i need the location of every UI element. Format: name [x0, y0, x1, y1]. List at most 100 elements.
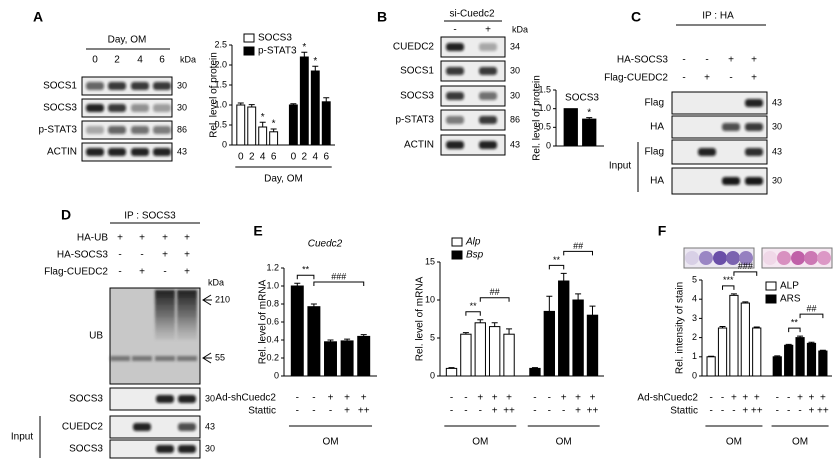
band: [108, 82, 126, 90]
treatment-sign: ++: [817, 406, 829, 417]
band: [153, 148, 171, 156]
well: [726, 251, 740, 265]
y-tick-label: 0.6: [266, 316, 279, 326]
blot-row-label: SOCS1: [400, 66, 434, 77]
band: [86, 82, 104, 90]
panel-letter: A: [33, 9, 43, 25]
marker-arrow: [202, 352, 212, 364]
group-label: OM: [726, 437, 742, 448]
error-bar: [344, 338, 351, 341]
ub-smear: [155, 290, 175, 340]
error-bar: [294, 282, 301, 286]
blot-row-label: SOCS3: [69, 394, 103, 405]
treatment-label: Stattic: [248, 406, 276, 417]
blot-row-label: HA: [650, 122, 664, 133]
well: [685, 251, 699, 265]
band: [446, 43, 464, 51]
legend-label: p-STAT3: [258, 46, 297, 57]
condition-label: HA-UB: [77, 233, 108, 244]
bar: [299, 56, 309, 146]
treatment-sign: -: [721, 393, 724, 404]
blot-row-label: p-STAT3: [395, 115, 434, 126]
significance: *: [587, 107, 591, 118]
band: [479, 116, 497, 124]
error-bar: [589, 305, 596, 316]
significance: *: [302, 42, 306, 53]
well: [763, 251, 777, 265]
error-bar: [708, 355, 715, 357]
bar: [582, 118, 597, 147]
group-label: Input: [609, 161, 631, 172]
comparison-label: ###: [331, 271, 346, 281]
y-axis-label: Rel. level of protein: [209, 52, 220, 138]
band: [446, 92, 464, 100]
bar: [572, 299, 584, 377]
bar: [474, 322, 486, 377]
y-tick-label: 1.5: [538, 84, 551, 94]
marker-arrow: [202, 294, 212, 306]
condition-sign: +: [162, 233, 168, 244]
treatment-sign: +: [820, 393, 826, 404]
comparison-label: ###: [738, 261, 753, 271]
blot-strip: [81, 142, 173, 162]
y-tick-label: 0: [222, 139, 227, 149]
panel-letter: D: [61, 207, 71, 223]
x-tick-label: 4: [260, 152, 266, 163]
bar: [543, 310, 556, 377]
condition-sign: +: [139, 233, 145, 244]
legend-label: Bsp: [466, 250, 484, 261]
comparison-label: **: [791, 317, 799, 327]
well: [713, 251, 727, 265]
panel-letter: C: [631, 9, 641, 25]
error-bar: [742, 301, 749, 304]
error-bar: [310, 303, 317, 307]
bar: [460, 333, 472, 377]
y-tick-label: 0.8: [266, 298, 279, 308]
lane-label: -: [453, 25, 456, 36]
well: [817, 251, 831, 265]
y-tick-label: 2.0: [214, 59, 227, 69]
y-tick-label: 4: [692, 294, 697, 304]
y-tick-label: 15: [425, 256, 435, 266]
y-tick-label: 1.0: [266, 280, 279, 290]
kda-value: 30: [772, 175, 782, 185]
band: [155, 356, 175, 361]
comparison-label: **: [470, 301, 478, 311]
kda-value: 43: [772, 97, 782, 107]
y-tick-label: 3: [692, 313, 697, 323]
treatment-sign: -: [329, 406, 332, 417]
comparison-label: ***: [723, 275, 734, 285]
legend-label: Alp: [465, 237, 481, 248]
blot-row-label: SOCS1: [43, 81, 77, 92]
kda-value: 43: [177, 146, 187, 156]
condition-sign: +: [704, 73, 710, 84]
treatment-sign: +: [328, 393, 334, 404]
treatment-sign: -: [450, 406, 453, 417]
band: [108, 126, 126, 134]
treatment-sign: -: [533, 406, 536, 417]
error-bar: [719, 325, 726, 328]
blot-strip: [440, 85, 506, 107]
kda-unit: kDa: [512, 24, 528, 34]
band: [446, 67, 464, 75]
condition-sign: +: [751, 55, 757, 66]
band: [86, 148, 104, 156]
error-bar: [462, 332, 469, 335]
bar: [818, 350, 828, 377]
comparison-bracket: [799, 313, 824, 319]
error-bar: [248, 104, 255, 107]
y-tick-label: 2.5: [214, 39, 227, 49]
band: [745, 123, 763, 131]
x-tick-label: 2: [249, 152, 255, 163]
error-bar: [774, 355, 781, 357]
blot-row-label: UB: [89, 331, 103, 342]
error-bar: [237, 102, 244, 105]
condition-sign: +: [184, 267, 190, 278]
treatment-sign: +: [575, 393, 581, 404]
y-tick-label: 0: [692, 370, 697, 380]
y-tick-label: 1.2: [266, 262, 279, 272]
condition-sign: -: [682, 55, 685, 66]
y-tick-label: 0: [274, 370, 279, 380]
error-bar: [477, 319, 484, 323]
treatment-sign: -: [533, 393, 536, 404]
